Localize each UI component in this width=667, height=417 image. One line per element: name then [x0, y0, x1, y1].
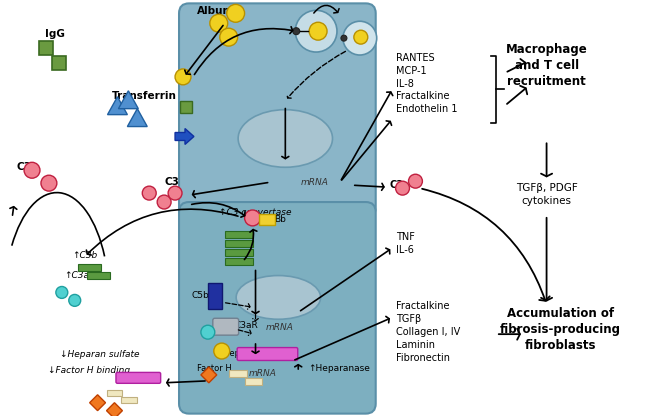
Polygon shape [119, 91, 138, 109]
Text: Accumulation of
fibrosis-producing
fibroblasts: Accumulation of fibrosis-producing fibro… [500, 307, 621, 352]
FancyBboxPatch shape [229, 370, 247, 377]
Text: Albumin: Albumin [197, 6, 245, 16]
Circle shape [396, 181, 410, 195]
Polygon shape [127, 109, 147, 126]
Circle shape [168, 186, 182, 200]
Circle shape [227, 4, 245, 22]
FancyBboxPatch shape [225, 231, 253, 238]
Polygon shape [175, 128, 194, 144]
Circle shape [343, 21, 377, 55]
Circle shape [56, 286, 68, 299]
Text: ↓Factor H binding: ↓Factor H binding [48, 367, 130, 375]
FancyBboxPatch shape [259, 214, 275, 225]
Circle shape [210, 14, 227, 32]
Circle shape [309, 22, 327, 40]
FancyBboxPatch shape [225, 240, 253, 247]
Text: Bb: Bb [274, 216, 286, 224]
Text: ↑C3a: ↑C3a [64, 271, 89, 280]
Circle shape [142, 186, 156, 200]
FancyBboxPatch shape [121, 397, 137, 403]
Text: Transferrin: Transferrin [111, 91, 176, 101]
Text: ↑Heparanase: ↑Heparanase [308, 364, 370, 374]
Polygon shape [107, 403, 123, 417]
FancyBboxPatch shape [225, 258, 253, 265]
Text: ↓Heparan sulfate: ↓Heparan sulfate [60, 349, 139, 359]
Text: mRNA: mRNA [249, 369, 276, 378]
Text: Fractalkine
TGFβ
Collagen I, IV
Laminin
Fibronectin: Fractalkine TGFβ Collagen I, IV Laminin … [396, 301, 460, 362]
Circle shape [214, 343, 229, 359]
Polygon shape [89, 395, 105, 411]
Text: ↑C3 convertase: ↑C3 convertase [219, 208, 291, 218]
FancyBboxPatch shape [213, 318, 239, 335]
FancyBboxPatch shape [225, 249, 253, 256]
Ellipse shape [236, 276, 321, 319]
Circle shape [69, 294, 81, 306]
FancyBboxPatch shape [107, 390, 123, 396]
Polygon shape [201, 367, 217, 383]
Ellipse shape [238, 110, 333, 167]
FancyBboxPatch shape [87, 271, 109, 279]
FancyBboxPatch shape [208, 284, 221, 309]
FancyBboxPatch shape [116, 372, 161, 383]
Text: Factor H: Factor H [197, 364, 231, 374]
Text: mRNA: mRNA [300, 178, 328, 187]
FancyBboxPatch shape [237, 347, 297, 360]
Text: C3: C3 [164, 177, 179, 187]
Circle shape [201, 325, 215, 339]
Circle shape [24, 162, 40, 178]
Text: Heparan sulfate: Heparan sulfate [223, 349, 290, 357]
FancyBboxPatch shape [52, 56, 66, 70]
Text: TGFβ, PDGF
cytokines: TGFβ, PDGF cytokines [516, 183, 578, 206]
Circle shape [341, 35, 347, 41]
Circle shape [245, 210, 261, 226]
FancyBboxPatch shape [179, 3, 376, 218]
FancyBboxPatch shape [179, 202, 376, 414]
Text: ↑C3b: ↑C3b [72, 251, 97, 260]
Text: C3: C3 [390, 180, 404, 190]
Circle shape [408, 174, 422, 188]
Circle shape [175, 69, 191, 85]
FancyBboxPatch shape [78, 264, 101, 271]
Polygon shape [107, 97, 127, 115]
FancyBboxPatch shape [245, 378, 263, 385]
Text: IgG: IgG [45, 29, 65, 39]
Circle shape [41, 175, 57, 191]
Text: C5b-9: C5b-9 [192, 291, 219, 300]
Circle shape [219, 28, 237, 46]
Text: C3: C3 [16, 162, 31, 172]
Circle shape [295, 10, 337, 52]
FancyBboxPatch shape [180, 101, 192, 113]
Text: RANTES
MCP-1
IL-8
Fractalkine
Endothelin 1: RANTES MCP-1 IL-8 Fractalkine Endothelin… [396, 53, 457, 114]
FancyBboxPatch shape [39, 41, 53, 55]
Circle shape [354, 30, 368, 44]
Text: C3aR: C3aR [235, 321, 258, 330]
Circle shape [293, 28, 299, 35]
Text: Macrophage
and T cell
recruitment: Macrophage and T cell recruitment [506, 43, 588, 88]
Text: mRNA: mRNA [265, 323, 293, 332]
Circle shape [157, 195, 171, 209]
Text: TNF
IL-6: TNF IL-6 [396, 232, 414, 255]
